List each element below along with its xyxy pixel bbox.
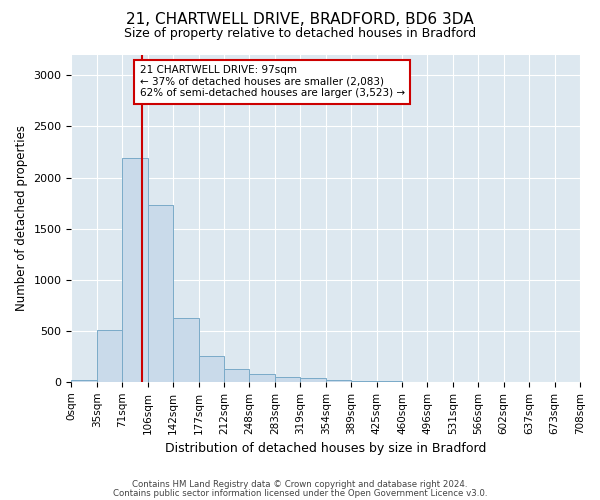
Bar [351,381,377,382]
Bar [275,376,300,382]
Y-axis label: Number of detached properties: Number of detached properties [15,126,28,312]
Text: Contains public sector information licensed under the Open Government Licence v3: Contains public sector information licen… [113,489,487,498]
Text: Size of property relative to detached houses in Bradford: Size of property relative to detached ho… [124,28,476,40]
Bar [148,205,173,382]
Bar [224,368,250,382]
Bar [173,318,199,382]
Bar [97,330,122,382]
Text: Contains HM Land Registry data © Crown copyright and database right 2024.: Contains HM Land Registry data © Crown c… [132,480,468,489]
Text: 21 CHARTWELL DRIVE: 97sqm
← 37% of detached houses are smaller (2,083)
62% of se: 21 CHARTWELL DRIVE: 97sqm ← 37% of detac… [140,65,405,98]
Bar [71,380,97,382]
Text: 21, CHARTWELL DRIVE, BRADFORD, BD6 3DA: 21, CHARTWELL DRIVE, BRADFORD, BD6 3DA [126,12,474,28]
Bar [199,356,224,382]
Bar [250,374,275,382]
Bar [326,380,351,382]
Bar [122,158,148,382]
X-axis label: Distribution of detached houses by size in Bradford: Distribution of detached houses by size … [165,442,487,455]
Bar [300,378,326,382]
